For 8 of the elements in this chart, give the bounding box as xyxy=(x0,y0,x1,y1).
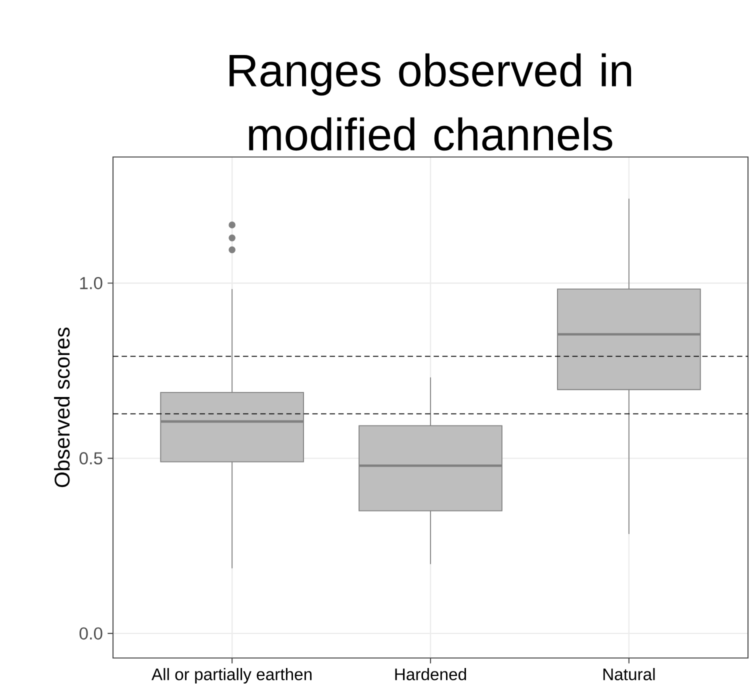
y-tick-label: 0.5 xyxy=(80,452,102,464)
y-tick-label: 0.0 xyxy=(80,627,102,640)
chart-title: Ranges observed in modified channels xyxy=(230,53,632,151)
x-tick-label: Hardened xyxy=(395,668,466,680)
y-tick-label: 1.0 xyxy=(80,276,102,290)
x-tick-label: Natural xyxy=(603,668,655,680)
y-axis-title: Observed scores xyxy=(54,328,70,488)
x-tick-label: All or partially earthen xyxy=(152,668,312,684)
